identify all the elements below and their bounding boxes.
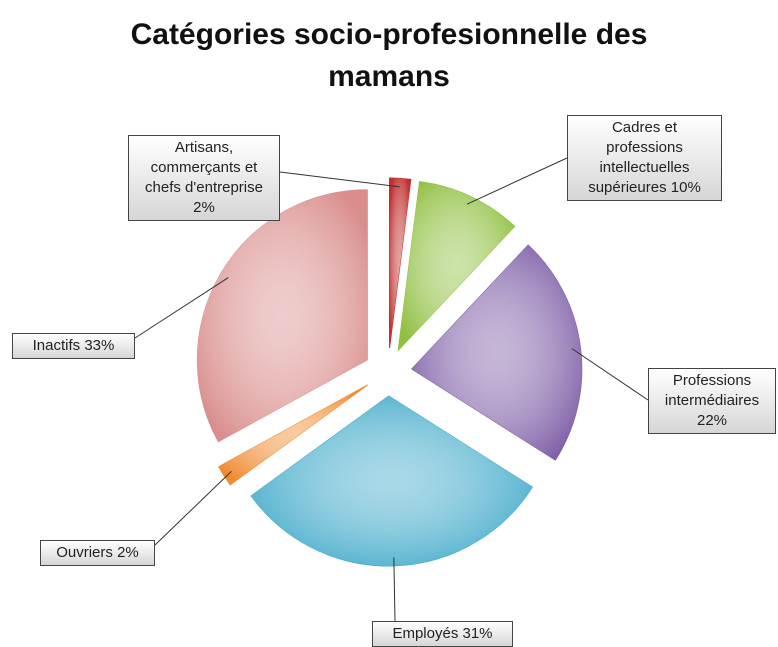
label-category: Professions intermédiaires (664, 372, 760, 409)
data-label: Inactifs 33% (12, 333, 135, 359)
leader-line (134, 277, 229, 339)
data-label: Artisans, commerçants et chefs d'entrepr… (128, 135, 280, 221)
slice-shade (197, 189, 368, 442)
slice-shade (218, 384, 368, 485)
leader-line (571, 348, 649, 401)
label-category: Artisans, commerçants et chefs d'entrepr… (145, 139, 263, 196)
label-value: 31% (462, 625, 493, 642)
data-label: Ouvriers 2% (40, 540, 155, 566)
label-category: Employés (392, 625, 459, 642)
chart-title: Catégories socio-profesionnelle des mama… (130, 18, 648, 93)
label-value: 10% (670, 179, 701, 196)
label-category: Ouvriers (56, 544, 113, 561)
data-label: Professions intermédiaires 22% (648, 368, 776, 434)
label-value: 22% (696, 412, 728, 429)
leader-line (279, 171, 400, 188)
label-value: 2% (117, 544, 139, 561)
leader-line (393, 557, 396, 622)
leader-line (154, 471, 232, 546)
label-category: Inactifs (32, 337, 81, 354)
label-value: 2% (193, 199, 215, 216)
data-label: Cadres et professions intellectuelles su… (567, 115, 722, 201)
label-category: Cadres et professions intellectuelles su… (588, 119, 690, 196)
data-label: Employés 31% (372, 621, 513, 647)
slice-shade (389, 178, 411, 349)
label-value: 33% (84, 337, 115, 354)
leader-line (466, 157, 568, 205)
slice-shade (398, 181, 515, 351)
slice-shade (411, 245, 582, 461)
slice-shade (251, 395, 533, 566)
